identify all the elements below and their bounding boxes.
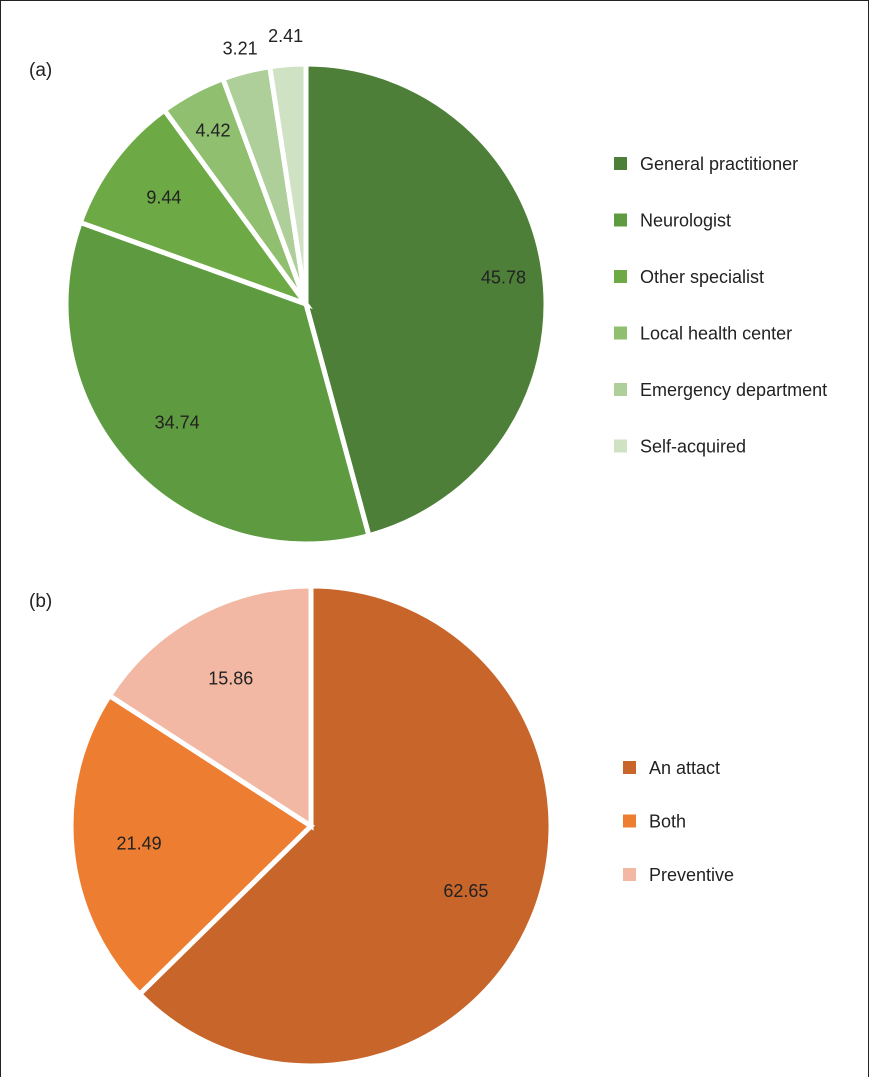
pie-b-slice-2 [106, 583, 314, 831]
pie-b-slice-0 [136, 583, 554, 1069]
legend-a-swatch-4 [614, 383, 627, 396]
legend-a-label-4: Emergency department [640, 380, 827, 400]
pie-a-value-label-1: 34.74 [155, 413, 200, 433]
legend-b-label-1: Both [649, 812, 686, 832]
legend-b-swatch-2 [623, 868, 636, 881]
legend-a-swatch-1 [614, 213, 627, 227]
legend-a-swatch-0 [614, 157, 627, 170]
pie-b-value-label-2: 15.86 [208, 668, 253, 688]
panel-label-b: (b) [29, 591, 52, 612]
pie-a-value-label-3: 4.42 [196, 121, 231, 141]
pie-a-value-label-5: 2.41 [268, 26, 303, 46]
legend-a-label-1: Neurologist [640, 211, 731, 231]
legend-a-swatch-5 [614, 439, 627, 453]
legend-a-label-3: Local health center [640, 324, 792, 344]
legend-b-swatch-1 [623, 814, 636, 828]
legend-b-label-2: Preventive [649, 865, 734, 885]
legend-b-label-0: An attact [649, 758, 720, 778]
pie-a-slice-0 [303, 61, 549, 539]
pie-a-value-label-4: 3.21 [223, 38, 258, 58]
legend-a-swatch-3 [614, 326, 627, 340]
pie-a-slice-2 [77, 106, 313, 310]
legend-b-swatch-0 [623, 761, 636, 774]
pie-a-value-label-0: 45.78 [481, 268, 526, 288]
pie-a-slice-1 [63, 219, 372, 547]
pie-a-value-label-2: 9.44 [146, 187, 181, 207]
panel-label-a: (a) [29, 60, 52, 81]
legend-a-label-5: Self-acquired [640, 437, 746, 457]
pie-a-slice-5 [266, 61, 309, 305]
legend-a-label-2: Other specialist [640, 267, 764, 287]
legend-a-swatch-2 [614, 270, 627, 283]
pie-b-value-label-0: 62.65 [443, 881, 488, 901]
pie-b-value-label-1: 21.49 [117, 833, 162, 853]
pie-b-slice-1 [68, 692, 315, 998]
legend-a-label-0: General practitioner [640, 154, 798, 174]
